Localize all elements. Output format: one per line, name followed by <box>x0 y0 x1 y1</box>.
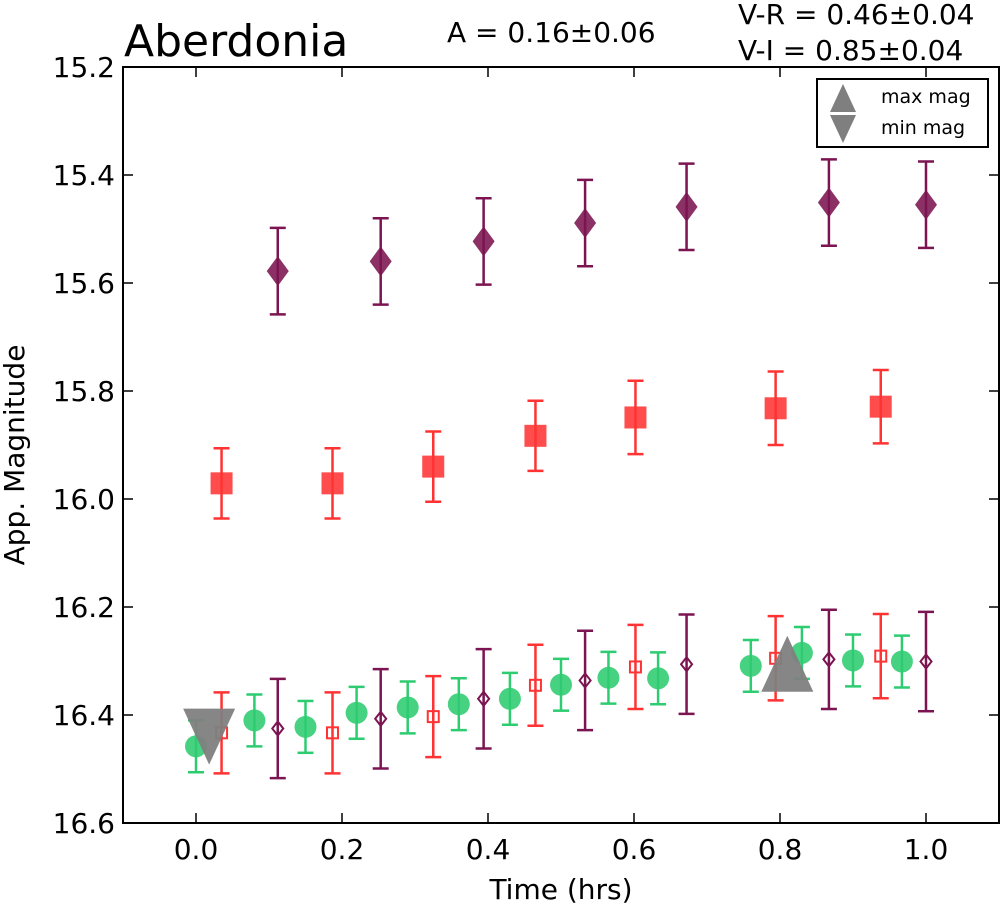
y-tick-label: 16.6 <box>53 807 115 840</box>
series-layer <box>185 158 937 780</box>
x-tick-label: 0.6 <box>612 833 657 866</box>
y-tick-label: 15.6 <box>53 267 115 300</box>
x-tick-label: 1.0 <box>904 833 949 866</box>
v-point <box>739 654 762 677</box>
v-point <box>597 666 620 689</box>
i-point <box>675 191 698 222</box>
i-shifted-point <box>919 652 933 671</box>
r-point <box>869 395 892 418</box>
v-point <box>842 649 864 672</box>
i-point <box>817 187 840 218</box>
r-point <box>321 472 344 495</box>
y-tick-label: 15.2 <box>53 51 115 84</box>
max-mag-marker <box>761 635 814 692</box>
legend-max-mag-icon <box>830 84 856 112</box>
color-index-vr: V-R = 0.46±0.04 <box>738 0 974 31</box>
y-axis-label: App. Magnitude <box>0 345 31 566</box>
x-tick-label: 0.2 <box>320 833 365 866</box>
y-axis-ticks: 15.2 15.4 15.6 15.8 16.0 16.2 16.4 16.6 <box>53 51 999 840</box>
i-point <box>574 208 597 239</box>
y-tick-label: 15.8 <box>53 375 115 408</box>
i-point <box>369 246 392 277</box>
i-point <box>915 189 937 220</box>
i-shifted-point <box>679 655 694 673</box>
v-point <box>345 701 368 724</box>
legend-min-mag-icon <box>830 115 856 143</box>
i-shifted-point <box>822 650 836 668</box>
v-point <box>550 673 572 696</box>
legend-max-mag-label: max mag <box>881 86 971 108</box>
y-tick-label: 16.0 <box>53 483 115 516</box>
legend: max mag min mag <box>816 78 989 148</box>
i-point <box>472 226 495 257</box>
i-point <box>266 256 289 287</box>
r-shifted-point <box>426 710 440 724</box>
r-point <box>624 406 647 429</box>
v-point <box>498 687 521 710</box>
x-axis-label: Time (hrs) <box>488 873 632 904</box>
v-point <box>647 667 670 690</box>
r-shifted-point <box>326 726 340 740</box>
r-shifted-point <box>628 660 642 674</box>
r-shifted-point <box>874 649 888 663</box>
plot-frame <box>122 66 1000 824</box>
i-shifted-point <box>373 710 388 728</box>
x-axis-ticks: 0.0 0.2 0.4 0.6 0.8 1.0 <box>174 67 949 866</box>
color-index-vi: V-I = 0.85±0.04 <box>738 34 963 67</box>
i-shifted-point <box>270 719 285 738</box>
i-shifted-point <box>476 690 491 708</box>
y-tick-label: 16.4 <box>53 699 115 732</box>
x-tick-label: 0.4 <box>466 833 511 866</box>
y-tick-label: 16.2 <box>53 591 115 624</box>
chart-title: Aberdonia <box>124 16 348 67</box>
r-point <box>524 424 547 447</box>
v-point <box>396 696 419 719</box>
legend-min-mag-label: min mag <box>881 117 965 139</box>
amplitude-annotation: A = 0.16±0.06 <box>447 16 656 49</box>
v-point <box>890 650 913 673</box>
x-tick-label: 0.0 <box>174 833 219 866</box>
v-point <box>243 709 266 732</box>
v-point <box>294 715 317 738</box>
extrema-markers <box>183 635 814 765</box>
r-point <box>764 397 787 420</box>
r-point <box>210 472 233 495</box>
r-point <box>422 455 445 478</box>
i-shifted-point <box>578 671 592 690</box>
x-tick-label: 0.8 <box>758 833 803 866</box>
min-mag-marker <box>183 708 236 765</box>
v-point <box>447 693 470 716</box>
r-shifted-point <box>528 678 542 692</box>
y-tick-label: 15.4 <box>53 159 115 192</box>
